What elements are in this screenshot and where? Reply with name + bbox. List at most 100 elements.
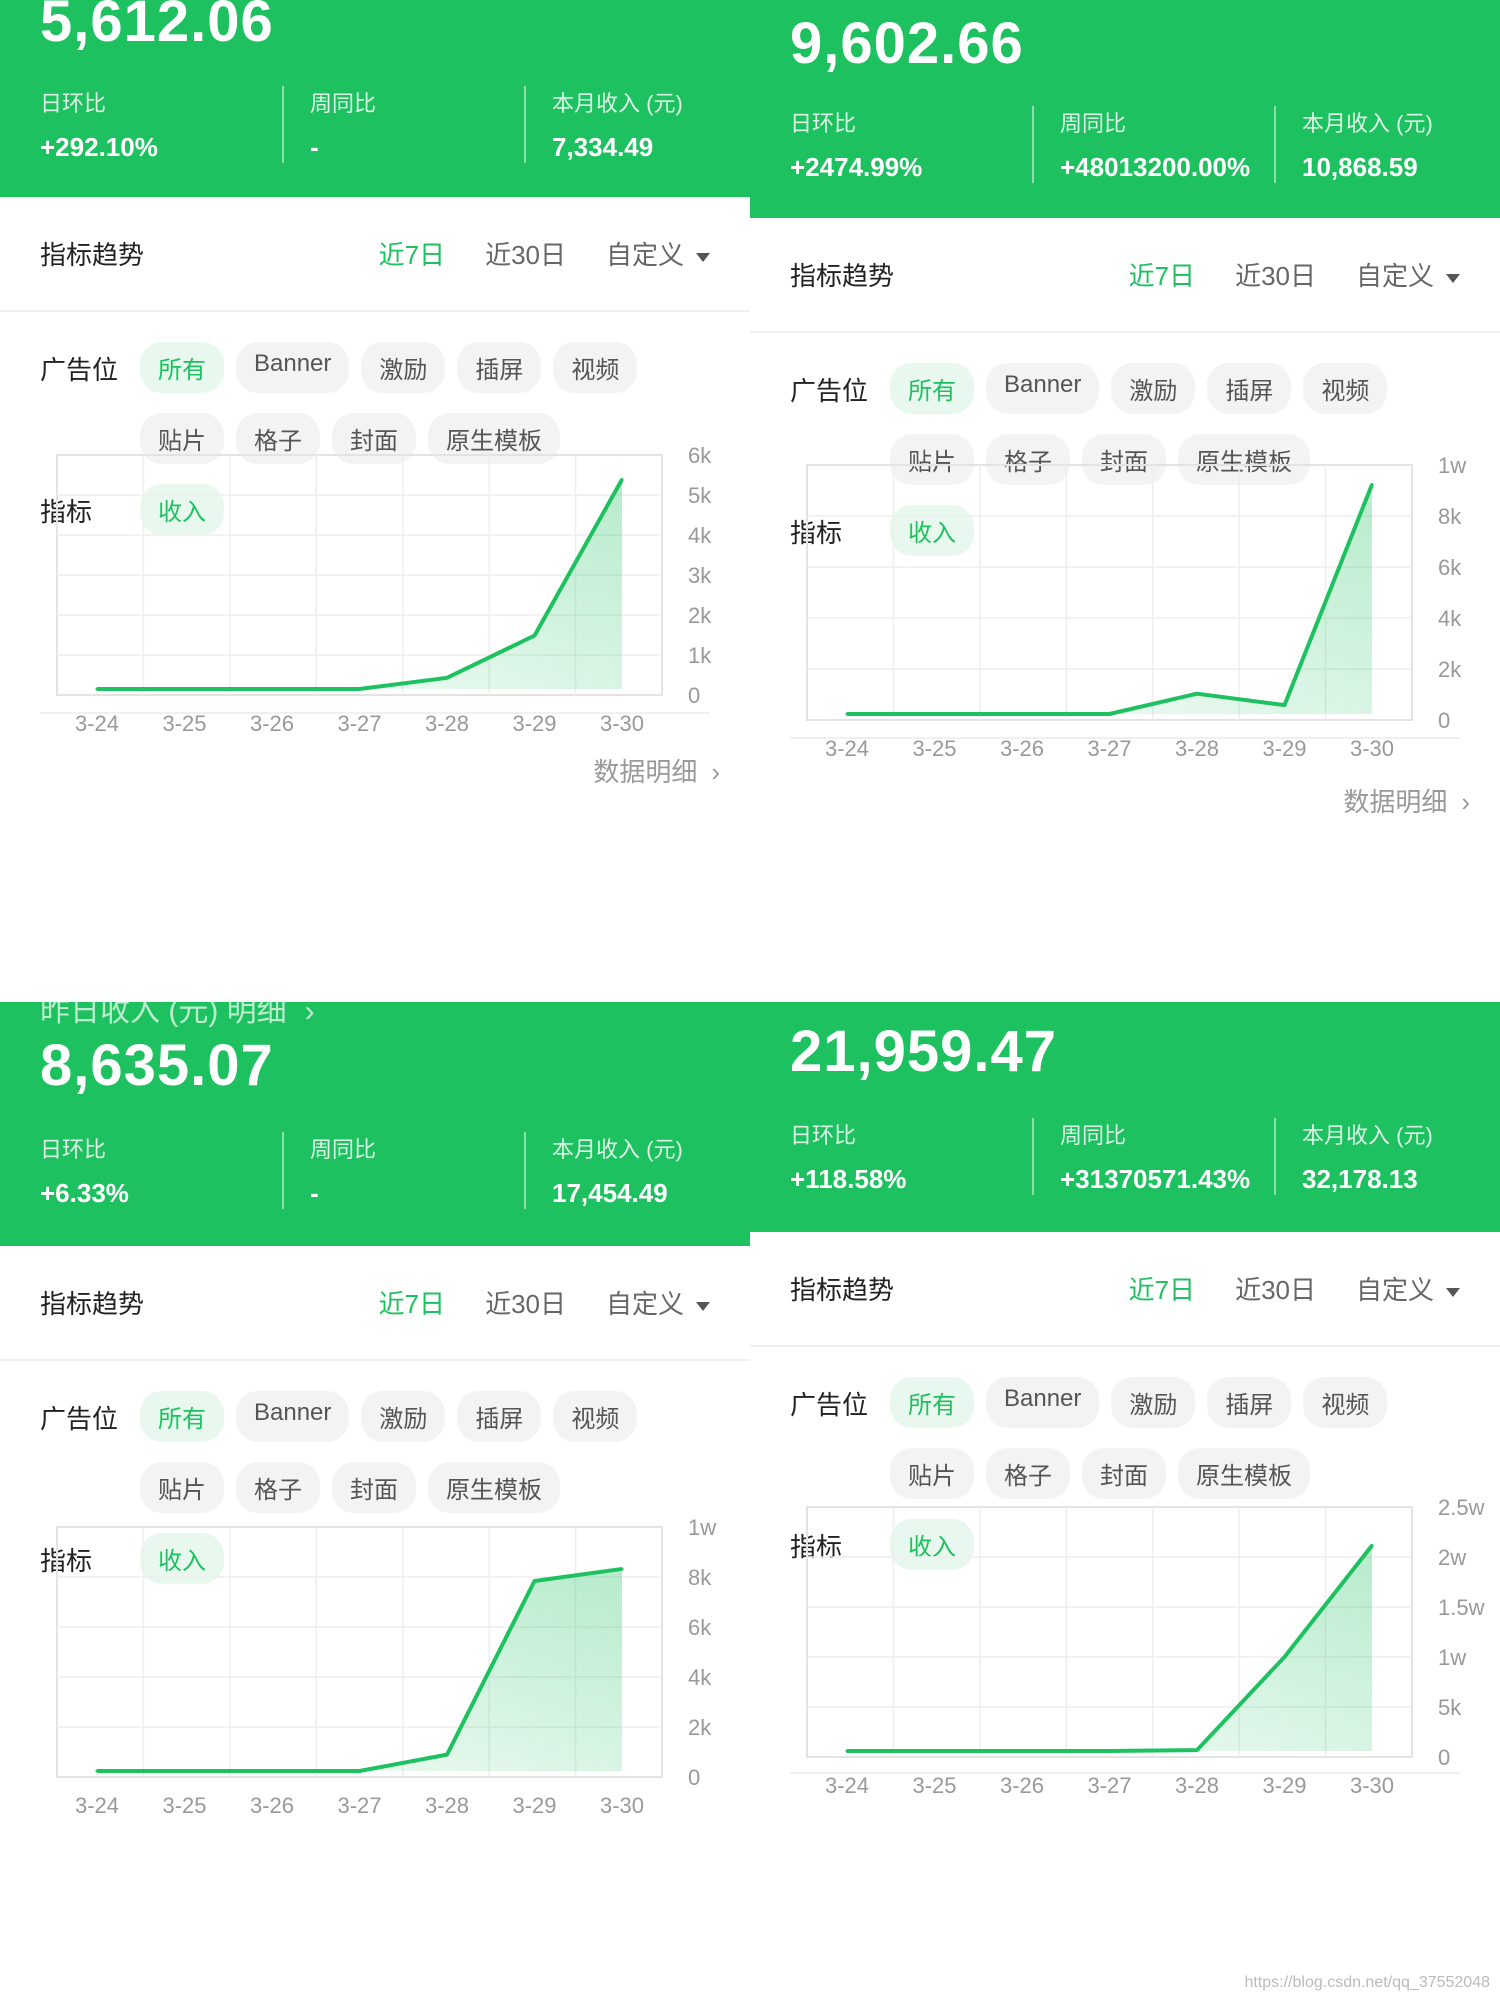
tab-custom[interactable]: 自定义 <box>606 235 710 272</box>
trend-section: 指标趋势 近7日 近30日 自定义 广告位 所有 Banner 激励 插屏 视频 贴片 格子 封面 原生模… <box>0 197 750 1002</box>
stat-value: - <box>310 1178 319 1208</box>
metric-chip[interactable]: 收入 <box>140 484 224 535</box>
x-tick-label: 3-26 <box>250 1793 294 1818</box>
day-over-day-stat: 日环比 +2474.99% <box>790 106 1032 183</box>
ad-slot-chip[interactable]: 封面 <box>332 1462 416 1513</box>
x-tick-label: 3-27 <box>337 1793 381 1818</box>
data-point <box>1020 712 1024 716</box>
data-point <box>1370 482 1374 486</box>
yesterday-revenue-label[interactable]: 昨日收入 (元) 明细 › <box>40 1002 315 1030</box>
revenue-header: 9,602.66 日环比 +2474.99% 周同比 +48013200.00% 本月收入… <box>750 0 1500 218</box>
data-point <box>533 634 536 638</box>
series-line <box>847 483 1374 716</box>
ad-slot-chip[interactable]: 原生模板 <box>1178 434 1310 485</box>
tab-7-days[interactable]: 近7日 <box>1129 256 1195 293</box>
data-point <box>620 477 624 481</box>
tab-custom[interactable]: 自定义 <box>1356 256 1460 293</box>
ad-slot-chip[interactable]: 所有 <box>890 1377 974 1428</box>
divider <box>40 712 710 714</box>
ad-slot-chip[interactable]: 所有 <box>140 1391 224 1442</box>
y-tick-label: 4k <box>688 1665 712 1690</box>
ad-slot-chip[interactable]: 格子 <box>986 1448 1070 1499</box>
ad-slot-chip[interactable]: 格子 <box>236 1462 320 1513</box>
y-tick-label: 6k <box>688 1615 712 1640</box>
ad-slot-chip[interactable]: Banner <box>986 363 1100 414</box>
y-tick-label: 1.5w <box>1438 1595 1485 1620</box>
month-revenue-stat: 本月收入 (元) 7,334.49 <box>524 86 720 163</box>
ad-slot-chip[interactable]: 格子 <box>986 434 1070 485</box>
plot-frame <box>56 1526 663 1778</box>
caret-down-icon <box>696 1301 710 1311</box>
data-details-link[interactable]: 数据明细 › <box>593 752 720 789</box>
y-tick-label: 1w <box>688 1517 716 1540</box>
ad-slot-chip[interactable]: 封面 <box>1082 1448 1166 1499</box>
ad-slot-chip[interactable]: 所有 <box>890 363 974 414</box>
tab-custom[interactable]: 自定义 <box>606 1284 710 1321</box>
stat-value: 32,178.13 <box>1302 1164 1418 1194</box>
ad-slot-chip[interactable]: 插屏 <box>1207 363 1292 414</box>
tab-30-days[interactable]: 近30日 <box>1235 1270 1316 1307</box>
tab-label: 自定义 <box>1355 1275 1434 1305</box>
ad-slot-chip[interactable]: Banner <box>236 342 350 393</box>
data-point <box>270 1769 274 1773</box>
ad-slot-chips: 所有 Banner 激励 插屏 视频 贴片 格子 封面 原生模板 <box>890 363 1450 505</box>
x-tick-label: 3-26 <box>1000 736 1044 761</box>
ad-slot-chip[interactable]: 视频 <box>1303 363 1388 414</box>
y-tick-label: 6k <box>688 445 712 468</box>
tab-30-days[interactable]: 近30日 <box>485 1284 566 1321</box>
data-point <box>1283 703 1286 707</box>
metric-chip[interactable]: 收入 <box>140 1533 224 1584</box>
tab-30-days[interactable]: 近30日 <box>1235 256 1316 293</box>
x-tick-label: 3-27 <box>1087 1773 1131 1798</box>
trend-title: 指标趋势 <box>790 1275 895 1305</box>
ad-slot-filter: 广告位 所有 Banner 激励 插屏 视频 贴片 格子 封面 原生模板 <box>40 342 710 484</box>
ad-slot-label: 广告位 <box>790 376 869 406</box>
y-tick-label: 8k <box>688 1565 712 1590</box>
week-over-week-stat: 周同比 - <box>282 86 524 163</box>
metric-chip[interactable]: 收入 <box>890 505 974 556</box>
y-tick-label: 0 <box>1438 708 1450 733</box>
tab-7-days[interactable]: 近7日 <box>379 235 445 272</box>
x-tick-label: 3-24 <box>825 736 869 761</box>
ad-slot-chip[interactable]: 激励 <box>1111 1377 1196 1428</box>
data-point <box>533 1579 536 1583</box>
x-tick-label: 3-30 <box>600 1793 644 1818</box>
ad-slot-chip[interactable]: 插屏 <box>1207 1377 1292 1428</box>
ad-slot-chip[interactable]: 原生模板 <box>1178 1448 1310 1499</box>
tab-7-days[interactable]: 近7日 <box>379 1284 445 1321</box>
filters: 广告位 所有 Banner 激励 插屏 视频 贴片 格子 封面 原生模板 指标 收入 <box>0 1361 750 1604</box>
ad-slot-chip[interactable]: 激励 <box>1111 363 1196 414</box>
ad-slot-chip[interactable]: 原生模板 <box>428 1462 560 1513</box>
ad-slot-chip[interactable]: Banner <box>986 1377 1100 1428</box>
ad-slot-label: 广告位 <box>40 355 119 385</box>
tab-30-days[interactable]: 近30日 <box>485 235 566 272</box>
ad-slot-chip[interactable]: 贴片 <box>890 1448 974 1499</box>
ad-slot-chip[interactable]: 激励 <box>361 342 446 393</box>
stat-label: 本月收入 (元) <box>552 1137 683 1162</box>
ad-slot-chip[interactable]: 插屏 <box>457 342 542 393</box>
plot-frame <box>806 1506 1413 1758</box>
ad-slot-chip[interactable]: 插屏 <box>457 1391 542 1442</box>
week-over-week-stat: 周同比 +31370571.43% <box>1032 1118 1274 1195</box>
data-point <box>270 687 274 691</box>
ad-slot-chip[interactable]: 视频 <box>1303 1377 1388 1428</box>
tab-custom[interactable]: 自定义 <box>1356 1270 1460 1307</box>
x-tick-label: 3-25 <box>162 1793 206 1818</box>
metric-label: 指标 <box>790 518 843 548</box>
week-over-week-stat: 周同比 - <box>282 1132 524 1209</box>
data-details-link[interactable]: 数据明细 › <box>1343 782 1470 819</box>
ad-slot-chip[interactable]: 激励 <box>361 1391 446 1442</box>
ad-slot-chip[interactable]: 贴片 <box>140 1462 224 1513</box>
trend-section: 指标趋势 近7日 近30日 自定义 广告位 所有 Banner 激励 插屏 视频 贴片 格子 封面 原生模… <box>750 218 1500 1002</box>
ad-slot-chip[interactable]: 视频 <box>553 342 638 393</box>
ad-slot-chip[interactable]: Banner <box>236 1391 350 1442</box>
ad-slot-chip[interactable]: 贴片 <box>890 434 974 485</box>
series-area <box>847 1545 1372 1751</box>
y-tick-label: 4k <box>688 523 712 548</box>
tab-7-days[interactable]: 近7日 <box>1129 1270 1195 1307</box>
ad-slot-chip[interactable]: 所有 <box>140 342 224 393</box>
revenue-chart: 0 5k 1w 1.5w 2w 2.5w 3-24 3-25 3-26 3-27 3-28 3-29 3… <box>750 1497 1500 1807</box>
revenue-header: 21,959.47 日环比 +118.58% 周同比 +31370571.43% 本月收入… <box>750 1002 1500 1232</box>
ad-slot-chip[interactable]: 视频 <box>553 1391 638 1442</box>
x-tick-label: 3-29 <box>1262 736 1306 761</box>
